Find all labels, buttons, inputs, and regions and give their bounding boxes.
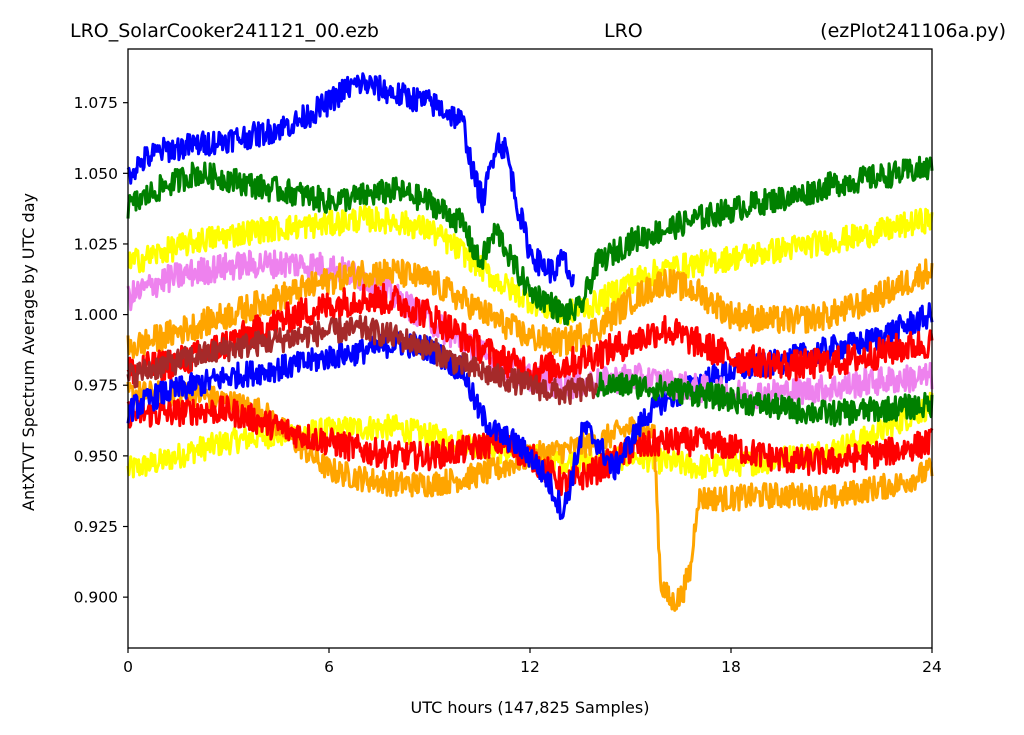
y-tick-label: 0.975	[74, 377, 118, 395]
y-tick-label: 1.000	[74, 306, 118, 324]
series-line-7	[126, 258, 934, 359]
y-tick-label: 0.900	[74, 589, 118, 607]
chart-title-station: LRO	[604, 20, 643, 42]
series-line-2	[126, 380, 934, 612]
series-line-8	[126, 282, 934, 386]
x-tick-label: 6	[324, 658, 334, 676]
series-line-4	[126, 302, 934, 521]
chart-title-file: LRO_SolarCooker241121_00.ezb	[70, 20, 379, 42]
series-line-5	[126, 249, 934, 410]
x-tick-label: 18	[721, 658, 741, 676]
y-tick-label: 1.075	[74, 94, 118, 112]
series-line-10	[126, 155, 934, 326]
y-tick-label: 1.050	[74, 165, 118, 183]
series-line-11	[595, 371, 934, 428]
x-tick-label: 0	[123, 658, 133, 676]
y-axis: 0.900 0.925 0.950 0.975 1.000 1.025 1.050 1.075	[74, 94, 128, 607]
series-line-6	[127, 204, 934, 327]
x-axis-label: UTC hours (147,825 Samples)	[411, 698, 650, 717]
y-axis-label: AntXTVT Spectrum Average by UTC day	[19, 193, 38, 511]
chart-title-script: (ezPlot241106a.py)	[820, 20, 1006, 42]
series-layer	[126, 72, 934, 612]
y-tick-label: 0.950	[74, 447, 118, 465]
series-line-12	[126, 72, 575, 288]
y-tick-label: 0.925	[74, 518, 118, 536]
x-axis: 0 6 12 18 24	[123, 648, 942, 676]
x-tick-label: 12	[520, 658, 540, 676]
series-line-9	[126, 314, 599, 406]
x-tick-label: 24	[922, 658, 942, 676]
y-tick-label: 1.025	[74, 235, 118, 253]
series-line-3	[126, 395, 934, 496]
